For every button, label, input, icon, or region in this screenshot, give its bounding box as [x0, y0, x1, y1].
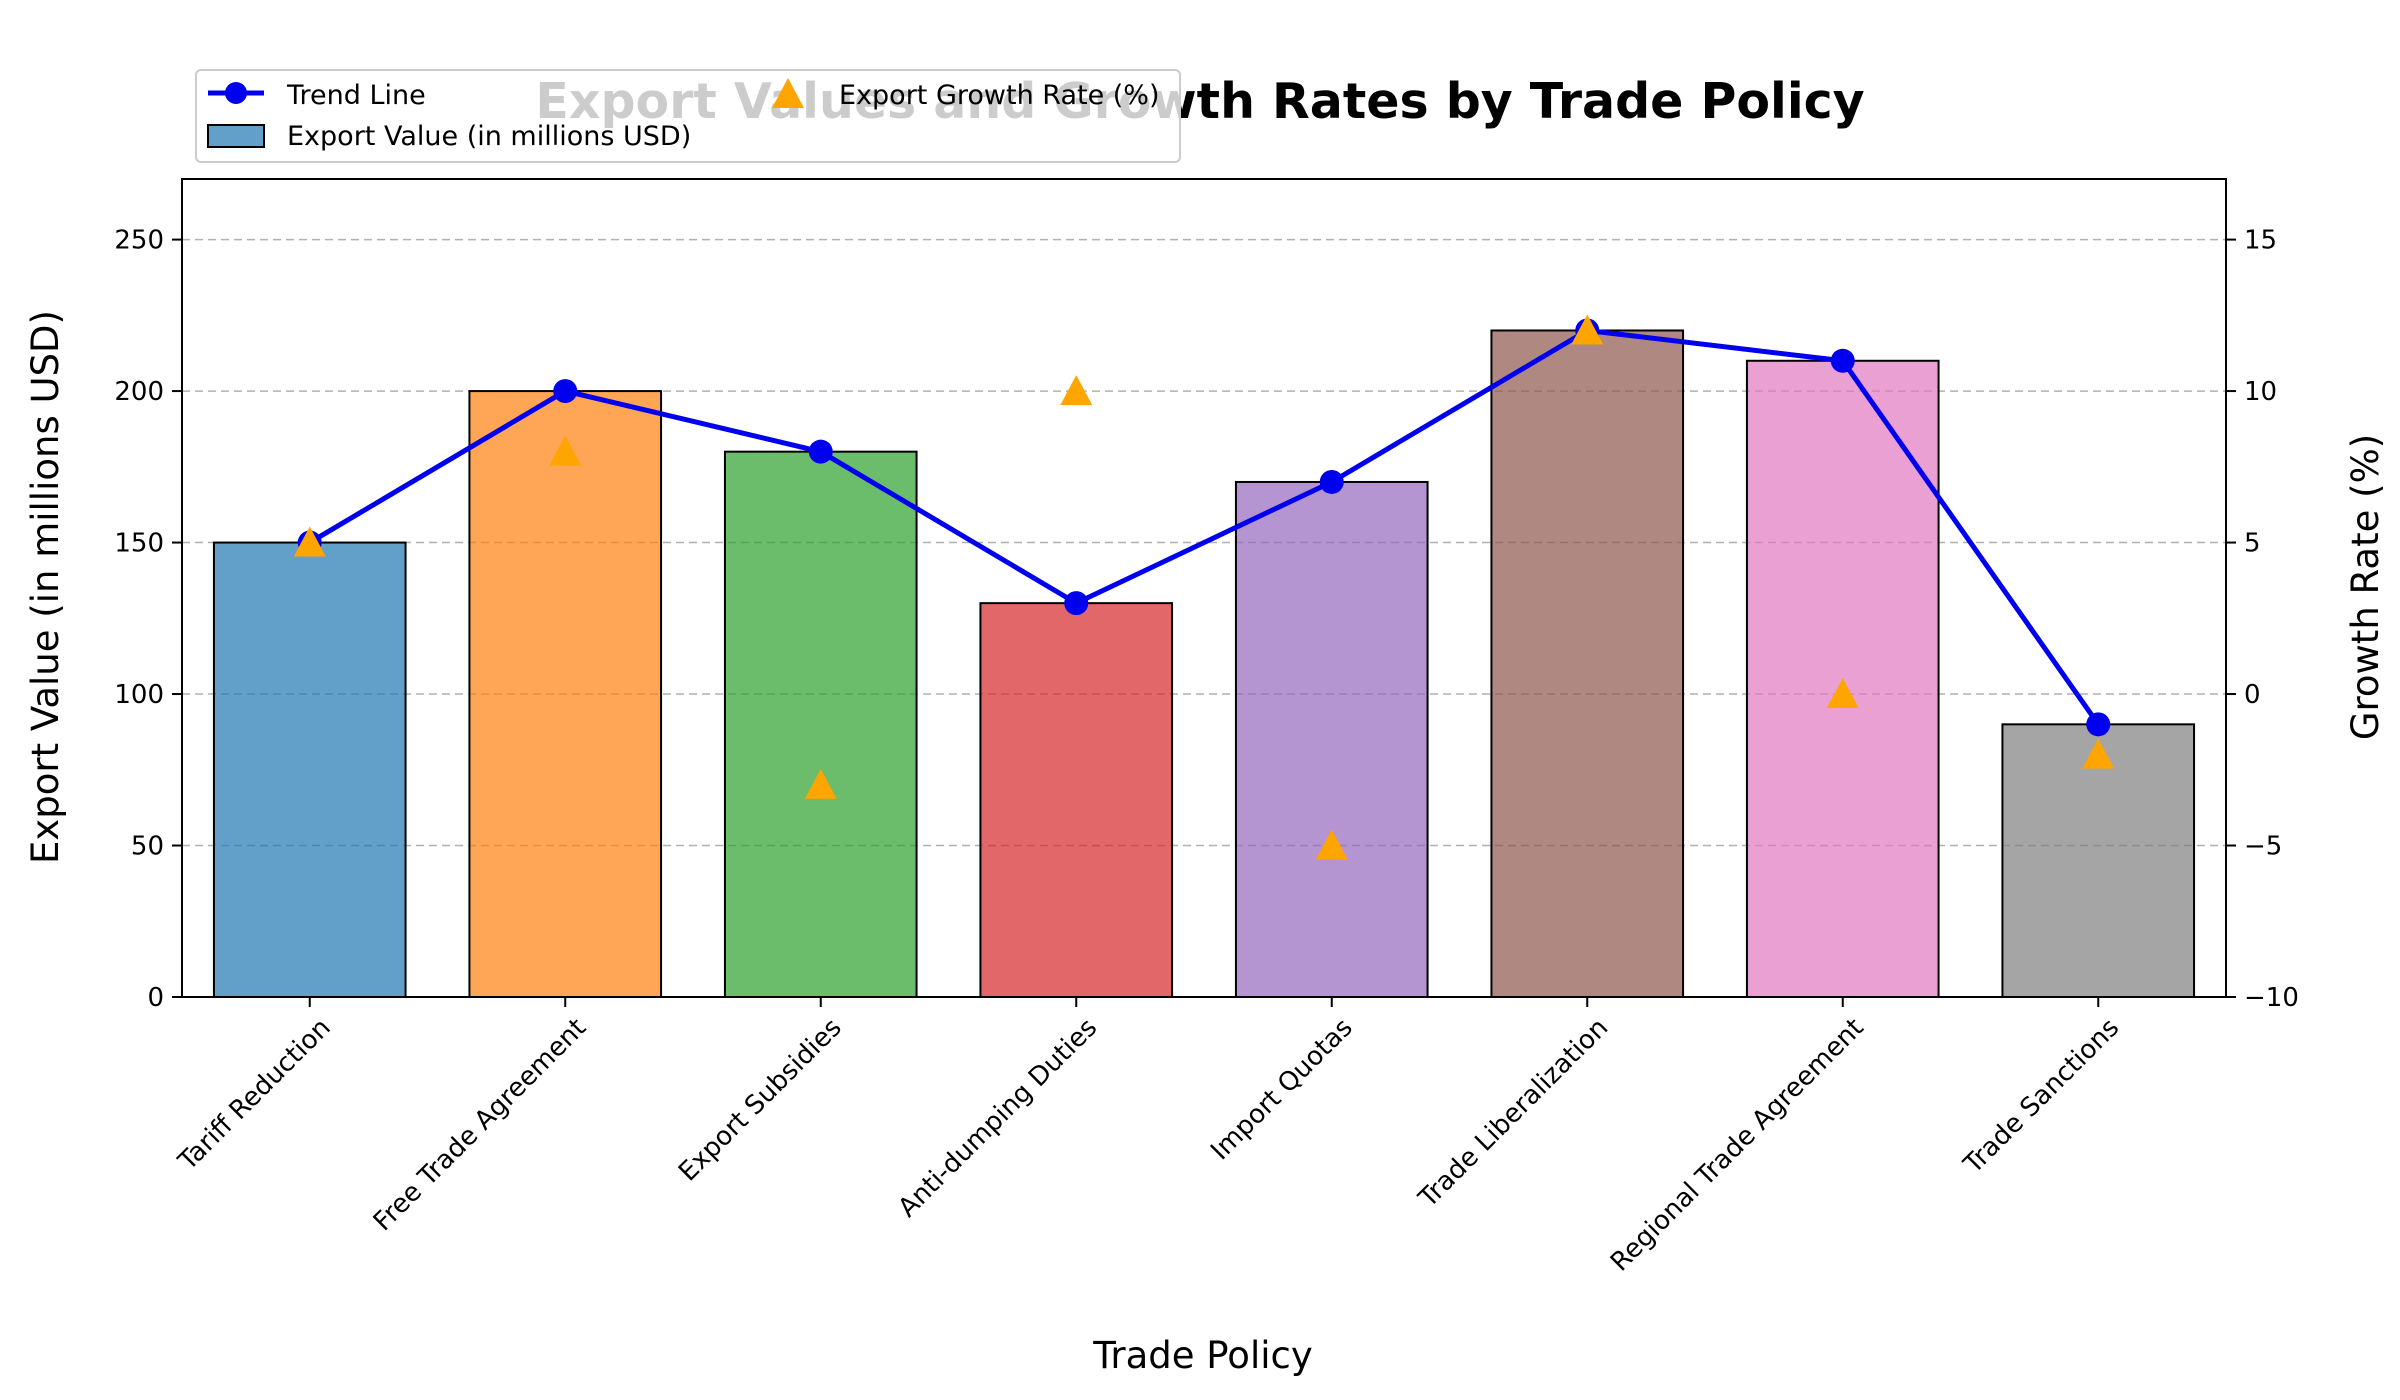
growth-marker-export-subsidies: [804, 768, 837, 799]
y-tick-label: 200: [114, 377, 164, 407]
bar-trade-liberalization: [1490, 329, 1685, 998]
x-tick-label-free-trade-agreement: Free Trade Agreement: [368, 1013, 592, 1237]
x-axis-ticks: Tariff Reduction Free Trade Agreement Expo…: [172, 997, 2125, 1277]
growth-marker-free-trade-agreement: [549, 435, 582, 466]
x-tick-label-trade-liberalization: Trade Liberalization: [1413, 1013, 1615, 1215]
growth-marker-trade-liberalization: [1571, 314, 1604, 345]
x-tick-label-trade-sanctions: Trade Sanctions: [1958, 1013, 2126, 1181]
y2-axis-label: Growth Rate (%): [2344, 434, 2387, 740]
plot-frame: [181, 178, 2227, 998]
growth-rate-markers: [293, 314, 2115, 860]
growth-marker-trade-sanctions: [2082, 738, 2115, 769]
bar-tariff-reduction: [212, 541, 407, 998]
growth-marker-anti-dumping-duties: [1060, 375, 1093, 406]
bar-free-trade-agreement: [468, 390, 663, 998]
x-tick-label-anti-dumping-duties: Anti-dumping Duties: [893, 1013, 1104, 1224]
bars: [212, 329, 2196, 998]
y2-tick-label: 15: [2244, 226, 2277, 256]
trend-point-anti-dumping-duties: [1064, 591, 1089, 616]
x-tick-label-export-subsidies: Export Subsidies: [673, 1013, 848, 1188]
legend-export-value-swatch: [207, 124, 265, 148]
bar-import-quotas: [1234, 480, 1429, 998]
y-tick-label: 150: [114, 529, 164, 559]
x-axis-label: Trade Policy: [1092, 1334, 1313, 1377]
legend-growth-rate-label: Export Growth Rate (%): [839, 80, 1160, 111]
legend-export-value-label: Export Value (in millions USD): [287, 121, 691, 152]
legend-box: [195, 69, 1181, 163]
y2-tick-label: −5: [2244, 832, 2282, 862]
y-tick-label: 100: [114, 680, 164, 710]
growth-marker-tariff-reduction: [293, 526, 326, 557]
y-tick-label: 250: [114, 226, 164, 256]
trend-point-free-trade-agreement: [553, 379, 578, 404]
y2-tick-label: −10: [2244, 983, 2299, 1013]
bar-anti-dumping-duties: [979, 602, 1174, 998]
y-tick-label: 50: [131, 832, 164, 862]
legend-trend-line-marker: [225, 82, 247, 104]
trend-point-regional-trade-agreement: [1830, 348, 1855, 373]
trend-point-export-subsidies: [808, 439, 833, 464]
left-axis-ticks: 0 50 100 150 200 250: [114, 226, 182, 1013]
legend-trend-line-label: Trend Line: [286, 80, 426, 111]
x-tick-label-import-quotas: Import Quotas: [1205, 1013, 1358, 1166]
trend-point-import-quotas: [1319, 469, 1344, 494]
right-axis-ticks: −10 −5 0 5 10 15: [2226, 226, 2299, 1013]
growth-marker-import-quotas: [1315, 829, 1348, 860]
x-tick-label-tariff-reduction: Tariff Reduction: [172, 1013, 336, 1177]
bar-export-subsidies: [723, 450, 918, 998]
legend-growth-rate-marker: [772, 78, 804, 108]
trend-point-trade-sanctions: [2086, 712, 2111, 737]
x-tick-label-regional-trade-agreement: Regional Trade Agreement: [1605, 1013, 1870, 1278]
y-tick-label: 0: [147, 983, 164, 1013]
growth-marker-regional-trade-agreement: [1826, 678, 1859, 709]
trend-line: [308, 327, 2101, 726]
y2-tick-label: 5: [2244, 529, 2261, 559]
y-axis-label: Export Value (in millions USD): [24, 310, 67, 864]
y2-tick-label: 0: [2244, 680, 2261, 710]
y2-tick-label: 10: [2244, 377, 2277, 407]
legend: Trend Line Export Value (in millions USD…: [195, 69, 1181, 163]
